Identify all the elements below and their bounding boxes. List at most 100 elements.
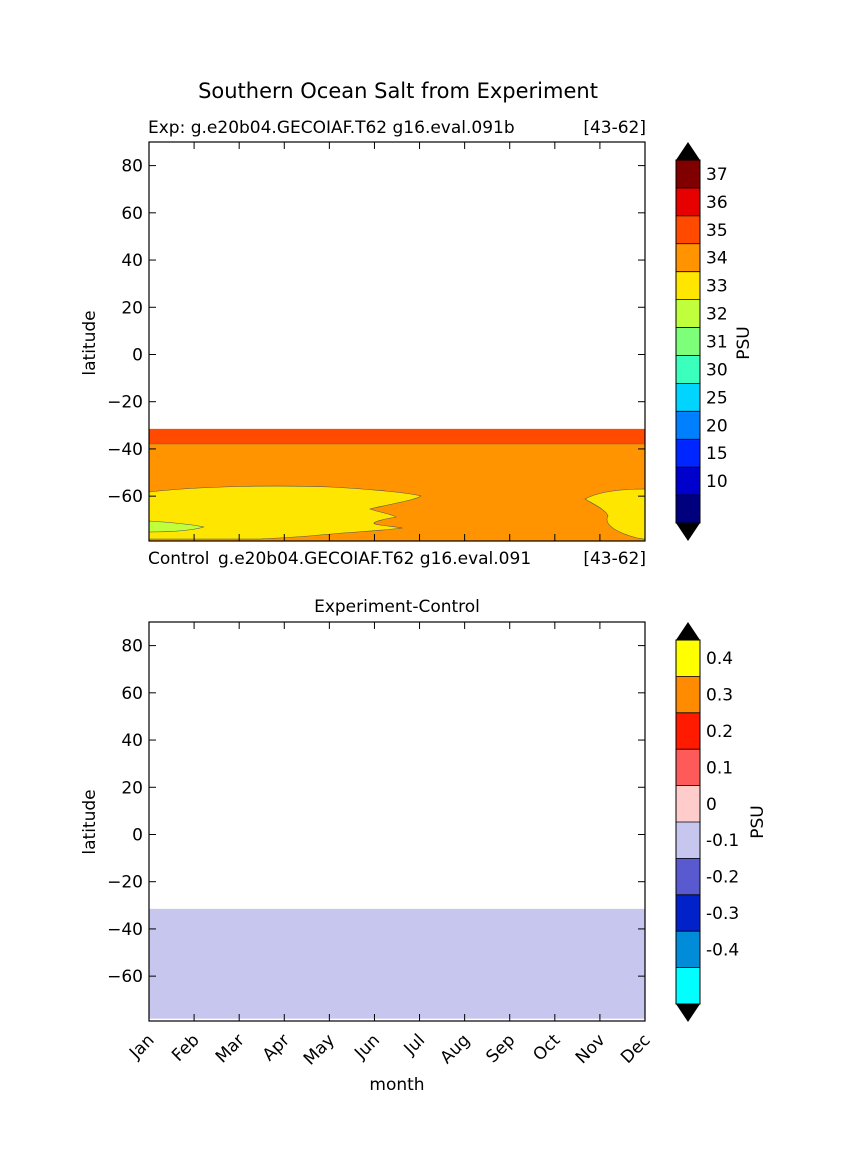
top-colorbar-swatch xyxy=(676,215,700,245)
top-colorbar-swatch xyxy=(676,383,700,412)
bottom-colorbar-swatch xyxy=(676,785,700,823)
top-colorbar-tick-label: 36 xyxy=(706,193,728,213)
top-ytick-label: −40 xyxy=(107,440,143,460)
bottom-colorbar-swatch xyxy=(676,712,700,750)
top-colorbar-tick-label: 10 xyxy=(706,472,728,492)
bottom-chart: Experiment-Control 80 60 40 20 0 −20 −40 −60 Ja… xyxy=(80,597,768,1095)
top-colorbar-swatch xyxy=(676,271,700,300)
top-colorbar-tick-label: 31 xyxy=(706,333,728,353)
bottom-xlabel: month xyxy=(369,1075,424,1095)
bottom-colorbar-tick-label: -0.4 xyxy=(706,940,739,960)
control-label: Control xyxy=(148,549,209,569)
bottom-ytick-label: 80 xyxy=(121,637,143,657)
bottom-colorbar-tick-label: 0.2 xyxy=(706,722,733,742)
top-colorbar-tick-label: 32 xyxy=(706,305,728,325)
top-colorbar-swatch xyxy=(676,495,700,524)
top-colorbar-tick-label: 37 xyxy=(706,165,728,185)
figure-title: Southern Ocean Salt from Experiment xyxy=(198,79,598,103)
top-colorbar-label: PSU xyxy=(734,326,754,360)
bottom-ytick-label: −20 xyxy=(107,873,143,893)
bottom-colorbar-swatch xyxy=(676,822,700,859)
control-years: [43-62] xyxy=(583,549,646,569)
top-title-left: Exp: g.e20b04.GECOIAF.T62 g16.eval.091b xyxy=(148,118,515,138)
top-colorbar-tick-label: 35 xyxy=(706,221,728,241)
bottom-colorbar-tick-label: 0 xyxy=(706,795,717,815)
top-ytick-label: −20 xyxy=(107,393,143,413)
bottom-colorbar: 0.4 0.3 0.2 0.1 0 -0.1 -0.2 -0.3 -0.4 xyxy=(675,622,739,1022)
top-colorbar-tick-label: 20 xyxy=(706,416,728,436)
top-colorbar-swatch xyxy=(676,187,700,217)
top-colorbar-swatch xyxy=(676,327,700,356)
top-colorbar-swatch xyxy=(676,299,700,328)
top-contour-32-33 xyxy=(148,520,205,533)
top-ylabel: latitude xyxy=(80,310,100,375)
top-ytick-label: 60 xyxy=(121,204,143,224)
bottom-colorbar-swatch xyxy=(676,640,700,677)
top-colorbar-swatch xyxy=(676,411,700,440)
bottom-colorbar-tick-label: 0.4 xyxy=(706,649,733,669)
bottom-band-0 xyxy=(149,908,645,1019)
bottom-xtick-label: Mar xyxy=(212,1030,249,1067)
top-colorbar-tick-label: 15 xyxy=(706,444,728,464)
bottom-xtick-label: Aug xyxy=(437,1030,475,1068)
bottom-title: Experiment-Control xyxy=(314,597,480,617)
bottom-ytick-label: 60 xyxy=(121,684,143,704)
bottom-colorbar-swatch xyxy=(676,894,700,932)
top-colorbar-swatch xyxy=(676,160,700,189)
bottom-colorbar-swatch xyxy=(676,676,700,714)
bottom-colorbar-tick-label: -0.1 xyxy=(706,831,739,851)
bottom-xtick-label: Nov xyxy=(572,1030,610,1068)
top-ytick-label: 40 xyxy=(121,251,143,271)
bottom-xtick-label: Sep xyxy=(482,1030,519,1067)
bottom-xtick-label: May xyxy=(300,1030,339,1069)
bottom-colorbar-tick-label: -0.3 xyxy=(706,904,739,924)
bottom-colorbar-tick-label: 0.1 xyxy=(706,758,733,778)
top-ytick-label: 20 xyxy=(121,298,143,318)
bottom-colorbar-extend-max xyxy=(676,622,700,640)
top-colorbar-extend-max xyxy=(676,142,700,160)
top-contour-33-34-west xyxy=(148,485,422,540)
top-colorbar-swatch xyxy=(676,355,700,384)
top-colorbar-swatch xyxy=(676,243,700,272)
bottom-colorbar-extend-min xyxy=(676,1004,700,1022)
bottom-axes-frame xyxy=(148,621,646,1022)
top-ytick-label: 0 xyxy=(132,345,143,365)
control-run-name: g.e20b04.GECOIAF.T62 g16.eval.091 xyxy=(218,549,531,569)
bottom-colorbar-swatch xyxy=(676,967,700,1005)
top-title-right: [43-62] xyxy=(583,118,646,138)
bottom-ytick-label: 0 xyxy=(132,825,143,845)
bottom-ytick-label: 20 xyxy=(121,778,143,798)
bottom-xtick-label: Feb xyxy=(168,1030,203,1065)
top-colorbar-swatch xyxy=(676,467,700,496)
bottom-xtick-label: Jul xyxy=(400,1030,429,1059)
bottom-colorbar-swatch xyxy=(676,931,700,968)
bottom-xtick-label: Jun xyxy=(350,1030,384,1064)
bottom-xtick-label: Jan xyxy=(125,1030,158,1063)
top-contour-33-34-east xyxy=(584,488,646,540)
top-colorbar-tick-label: 34 xyxy=(706,249,728,269)
top-chart: Exp: g.e20b04.GECOIAF.T62 g16.eval.091b … xyxy=(80,118,754,569)
top-colorbar-extend-min xyxy=(676,523,700,541)
bottom-xtick-label: Dec xyxy=(617,1030,654,1067)
bottom-ylabel: latitude xyxy=(80,789,100,854)
bottom-ytick-label: 40 xyxy=(121,731,143,751)
bottom-xtick-label: Apr xyxy=(259,1030,294,1065)
top-colorbar: 37 36 35 34 33 32 31 30 25 20 15 10 xyxy=(675,142,728,541)
bottom-ytick-label: −40 xyxy=(107,920,143,940)
top-ytick-label: −60 xyxy=(107,487,143,507)
bottom-ytick-label: −60 xyxy=(107,967,143,987)
bottom-colorbar-tick-label: -0.2 xyxy=(706,868,739,888)
top-ytick-label: 80 xyxy=(121,157,143,177)
top-colorbar-swatch xyxy=(676,439,700,468)
top-band-0 xyxy=(149,428,645,445)
bottom-colorbar-tick-label: 0.3 xyxy=(706,686,733,706)
top-colorbar-frame xyxy=(675,159,701,524)
bottom-colorbar-swatch xyxy=(676,858,700,896)
bottom-colorbar-swatch xyxy=(676,749,700,786)
bottom-colorbar-label: PSU xyxy=(748,805,768,839)
top-colorbar-tick-label: 25 xyxy=(706,388,728,408)
top-axes-frame xyxy=(148,141,646,542)
top-colorbar-tick-label: 30 xyxy=(706,360,728,380)
bottom-xtick-label: Oct xyxy=(529,1030,564,1065)
